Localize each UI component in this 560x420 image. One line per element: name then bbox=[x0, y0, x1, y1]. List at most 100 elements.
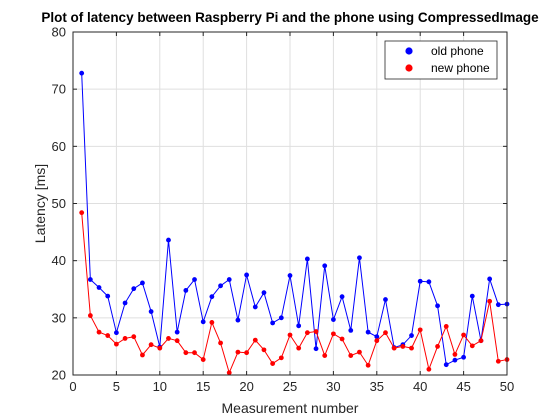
data-point-old-phone bbox=[166, 237, 171, 243]
legend-label-new-phone: new phone bbox=[431, 61, 490, 75]
x-tick-label: 5 bbox=[113, 379, 120, 394]
data-point-new-phone bbox=[157, 345, 163, 351]
data-point-old-phone bbox=[374, 334, 380, 340]
data-point-old-phone bbox=[235, 317, 241, 323]
data-point-new-phone bbox=[443, 324, 449, 329]
y-tick-label: 70 bbox=[52, 82, 66, 97]
series-layer bbox=[79, 70, 510, 376]
data-point-new-phone bbox=[252, 337, 258, 343]
data-point-new-phone bbox=[296, 345, 302, 351]
data-point-old-phone bbox=[105, 293, 111, 299]
data-point-old-phone bbox=[148, 309, 154, 314]
data-point-old-phone bbox=[122, 300, 128, 306]
data-point-new-phone bbox=[357, 349, 362, 355]
data-point-new-phone bbox=[261, 347, 267, 353]
data-point-old-phone bbox=[114, 330, 119, 336]
data-point-old-phone bbox=[348, 328, 354, 333]
data-point-old-phone bbox=[339, 294, 345, 300]
x-tick-label: 25 bbox=[283, 379, 297, 394]
data-point-old-phone bbox=[487, 276, 493, 282]
data-point-old-phone bbox=[322, 263, 328, 269]
data-point-new-phone bbox=[409, 345, 414, 351]
grid bbox=[73, 32, 507, 375]
data-point-old-phone bbox=[452, 357, 458, 363]
data-point-new-phone bbox=[79, 210, 85, 216]
data-point-new-phone bbox=[131, 334, 137, 340]
data-point-old-phone bbox=[131, 286, 137, 292]
data-point-new-phone bbox=[435, 344, 440, 349]
data-point-old-phone bbox=[96, 285, 102, 290]
x-axis-label: Measurement number bbox=[222, 400, 359, 416]
data-point-old-phone bbox=[226, 277, 232, 282]
data-point-new-phone bbox=[339, 336, 345, 342]
data-point-new-phone bbox=[287, 332, 293, 338]
chart-title: Plot of latency between Raspberry Pi and… bbox=[41, 10, 539, 25]
data-point-new-phone bbox=[452, 352, 458, 357]
axis-ticks: 0 5 10 15 20 25 30 35 40 45 50 20 30 40 50 60 70 80 bbox=[52, 25, 515, 395]
data-point-new-phone bbox=[140, 352, 145, 358]
data-point-new-phone bbox=[209, 320, 215, 325]
x-tick-label: 45 bbox=[456, 379, 470, 394]
x-tick-label: 0 bbox=[69, 379, 76, 394]
data-point-old-phone bbox=[261, 290, 267, 296]
data-point-old-phone bbox=[218, 283, 223, 289]
data-point-new-phone bbox=[374, 338, 380, 344]
data-point-new-phone bbox=[226, 370, 232, 376]
x-tick-label: 35 bbox=[370, 379, 384, 394]
data-point-new-phone bbox=[487, 298, 493, 304]
legend-box bbox=[384, 40, 498, 80]
y-axis-label: Latency [ms] bbox=[32, 164, 48, 243]
data-point-new-phone bbox=[469, 343, 475, 349]
data-point-new-phone bbox=[426, 366, 432, 372]
data-point-old-phone bbox=[200, 319, 206, 325]
data-point-new-phone bbox=[365, 362, 371, 368]
data-point-new-phone bbox=[122, 336, 128, 341]
data-point-old-phone bbox=[331, 317, 336, 322]
data-point-old-phone bbox=[79, 70, 85, 76]
legend-marker-new-phone bbox=[405, 64, 413, 72]
x-tick-label: 40 bbox=[413, 379, 427, 394]
data-point-new-phone bbox=[383, 330, 388, 336]
data-point-old-phone bbox=[417, 278, 423, 284]
data-point-old-phone bbox=[209, 294, 215, 300]
data-point-new-phone bbox=[244, 350, 250, 356]
data-point-new-phone bbox=[218, 340, 223, 346]
data-point-new-phone bbox=[87, 313, 93, 318]
data-point-old-phone bbox=[140, 280, 145, 286]
data-point-old-phone bbox=[278, 315, 284, 321]
data-point-old-phone bbox=[357, 255, 362, 261]
data-point-new-phone bbox=[270, 361, 276, 366]
data-point-new-phone bbox=[114, 341, 119, 347]
y-tick-label: 50 bbox=[52, 196, 66, 211]
data-point-old-phone bbox=[192, 277, 197, 282]
data-point-old-phone bbox=[244, 272, 250, 278]
x-tick-label: 20 bbox=[239, 379, 253, 394]
data-point-new-phone bbox=[331, 331, 336, 337]
legend-marker-old-phone bbox=[405, 47, 413, 55]
x-tick-label: 10 bbox=[153, 379, 167, 394]
data-point-old-phone bbox=[469, 293, 475, 299]
data-point-new-phone bbox=[235, 349, 241, 355]
data-point-new-phone bbox=[278, 355, 284, 361]
data-point-new-phone bbox=[478, 338, 484, 344]
data-point-old-phone bbox=[287, 273, 293, 278]
x-tick-label: 15 bbox=[196, 379, 210, 394]
data-point-old-phone bbox=[87, 277, 93, 282]
legend: old phone new phone bbox=[384, 40, 498, 80]
data-point-new-phone bbox=[313, 329, 319, 334]
data-point-old-phone bbox=[461, 354, 466, 360]
data-point-old-phone bbox=[409, 333, 414, 338]
data-point-new-phone bbox=[461, 332, 466, 338]
data-point-new-phone bbox=[148, 342, 154, 348]
data-point-old-phone bbox=[174, 329, 180, 335]
y-tick-label: 40 bbox=[52, 253, 66, 268]
data-point-old-phone bbox=[252, 304, 258, 310]
data-point-new-phone bbox=[417, 327, 423, 333]
y-tick-label: 80 bbox=[52, 25, 66, 40]
data-point-new-phone bbox=[166, 336, 171, 341]
data-point-old-phone bbox=[383, 297, 388, 302]
data-point-new-phone bbox=[322, 353, 328, 358]
data-point-old-phone bbox=[435, 303, 440, 309]
data-point-old-phone bbox=[495, 302, 501, 308]
